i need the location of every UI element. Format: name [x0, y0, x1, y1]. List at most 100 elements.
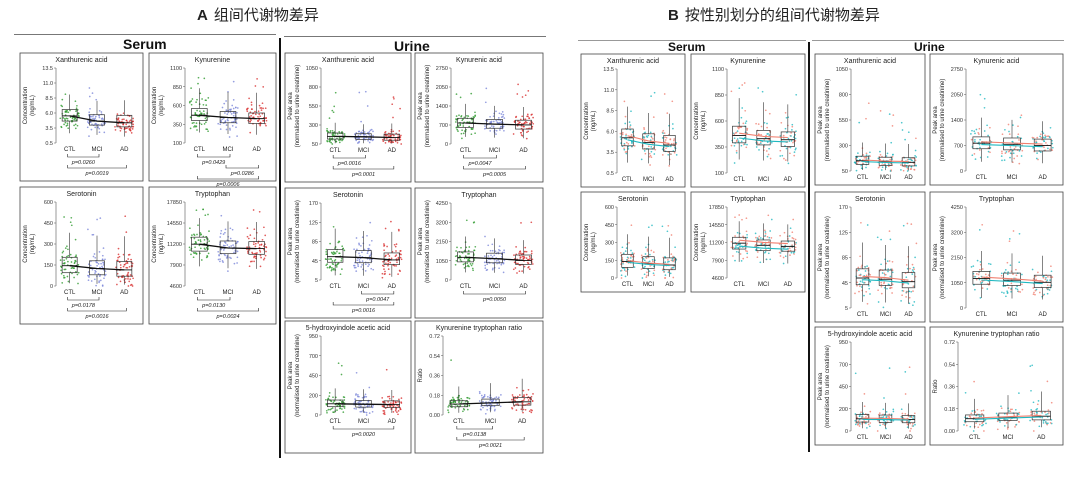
- data-point: [619, 252, 622, 254]
- chart-frame: [690, 191, 806, 293]
- data-point: [795, 130, 797, 133]
- data-point: [901, 129, 904, 131]
- data-point: [467, 259, 469, 262]
- data-point: [970, 412, 973, 415]
- y-tick-label: 2050: [436, 85, 448, 91]
- data-point: [1043, 140, 1045, 142]
- y-tick-label: 17850: [709, 205, 724, 211]
- data-point: [523, 255, 525, 258]
- data-point: [735, 245, 737, 247]
- data-point: [67, 248, 69, 251]
- data-point: [206, 255, 209, 258]
- chart-title: Serotonin: [67, 191, 97, 198]
- data-point: [458, 401, 460, 403]
- data-point: [858, 290, 860, 293]
- data-point: [128, 265, 131, 268]
- data-point: [450, 399, 453, 401]
- data-point: [974, 275, 977, 278]
- data-point: [889, 286, 892, 289]
- data-point: [857, 269, 860, 271]
- data-point: [325, 402, 328, 405]
- data-point: [194, 111, 197, 114]
- data-point: [1038, 291, 1041, 294]
- y-tick-label: 0.36: [944, 385, 955, 391]
- data-point: [480, 394, 483, 397]
- y-axis-label: Ratio: [418, 368, 424, 383]
- data-point: [1038, 425, 1041, 428]
- data-point: [122, 123, 125, 125]
- data-point: [868, 287, 871, 290]
- data-point: [1011, 408, 1013, 411]
- data-point: [649, 154, 652, 157]
- data-point: [1035, 157, 1038, 160]
- data-point: [523, 250, 526, 253]
- data-point: [253, 237, 256, 240]
- data-point: [503, 249, 505, 252]
- data-point: [248, 265, 251, 268]
- data-point: [528, 410, 531, 413]
- p-value-label: p=0.0016: [351, 308, 376, 314]
- data-point: [782, 134, 785, 137]
- panel-b-serum-header: Serum: [668, 40, 706, 54]
- data-point: [195, 101, 197, 103]
- data-point: [368, 247, 370, 250]
- data-point: [976, 259, 979, 262]
- data-point: [400, 253, 402, 256]
- data-point: [740, 116, 743, 119]
- data-point: [1044, 136, 1046, 139]
- data-point: [485, 269, 488, 272]
- data-point: [1046, 279, 1049, 282]
- data-point: [983, 130, 986, 132]
- data-point: [671, 266, 674, 269]
- data-point: [197, 82, 199, 85]
- box-AD: [513, 397, 532, 406]
- data-point: [911, 263, 914, 266]
- data-point: [258, 118, 261, 121]
- data-point: [1017, 420, 1020, 423]
- data-point: [732, 246, 735, 249]
- data-point: [503, 251, 506, 254]
- data-point: [783, 246, 785, 249]
- data-point: [367, 265, 369, 268]
- data-point: [70, 216, 73, 219]
- data-point: [760, 125, 763, 128]
- data-point: [384, 142, 387, 144]
- data-point: [1012, 152, 1015, 155]
- y-axis-label: (ng/mL): [591, 111, 597, 132]
- data-point: [471, 128, 474, 130]
- data-point: [888, 113, 891, 115]
- data-point: [1040, 136, 1043, 139]
- trend-line: [335, 256, 392, 261]
- data-point: [858, 425, 861, 427]
- data-point: [326, 263, 329, 265]
- data-point: [974, 288, 976, 291]
- x-tick-label: AD: [904, 435, 913, 441]
- data-point: [648, 152, 651, 155]
- data-point: [189, 116, 192, 118]
- data-point: [670, 253, 673, 255]
- data-point: [915, 242, 918, 245]
- y-axis-label: Peak area: [818, 106, 824, 134]
- data-point: [675, 141, 678, 144]
- data-point: [1016, 135, 1019, 138]
- data-point: [234, 118, 236, 121]
- trend-line-female: [739, 132, 788, 139]
- data-point: [396, 261, 398, 264]
- significance-bracket: [197, 154, 231, 158]
- data-point: [129, 127, 132, 129]
- data-point: [971, 129, 973, 132]
- data-point: [387, 262, 390, 265]
- data-point: [877, 166, 880, 169]
- data-point: [363, 137, 365, 140]
- data-point: [864, 270, 867, 272]
- data-point: [971, 154, 974, 157]
- data-point: [86, 121, 89, 123]
- data-point: [866, 302, 869, 305]
- data-point: [620, 277, 623, 279]
- data-point: [768, 134, 771, 136]
- chart-frame: [814, 191, 926, 323]
- data-point: [355, 270, 358, 272]
- data-point: [330, 251, 333, 254]
- data-point: [904, 138, 906, 141]
- y-tick-label: 0: [845, 429, 848, 435]
